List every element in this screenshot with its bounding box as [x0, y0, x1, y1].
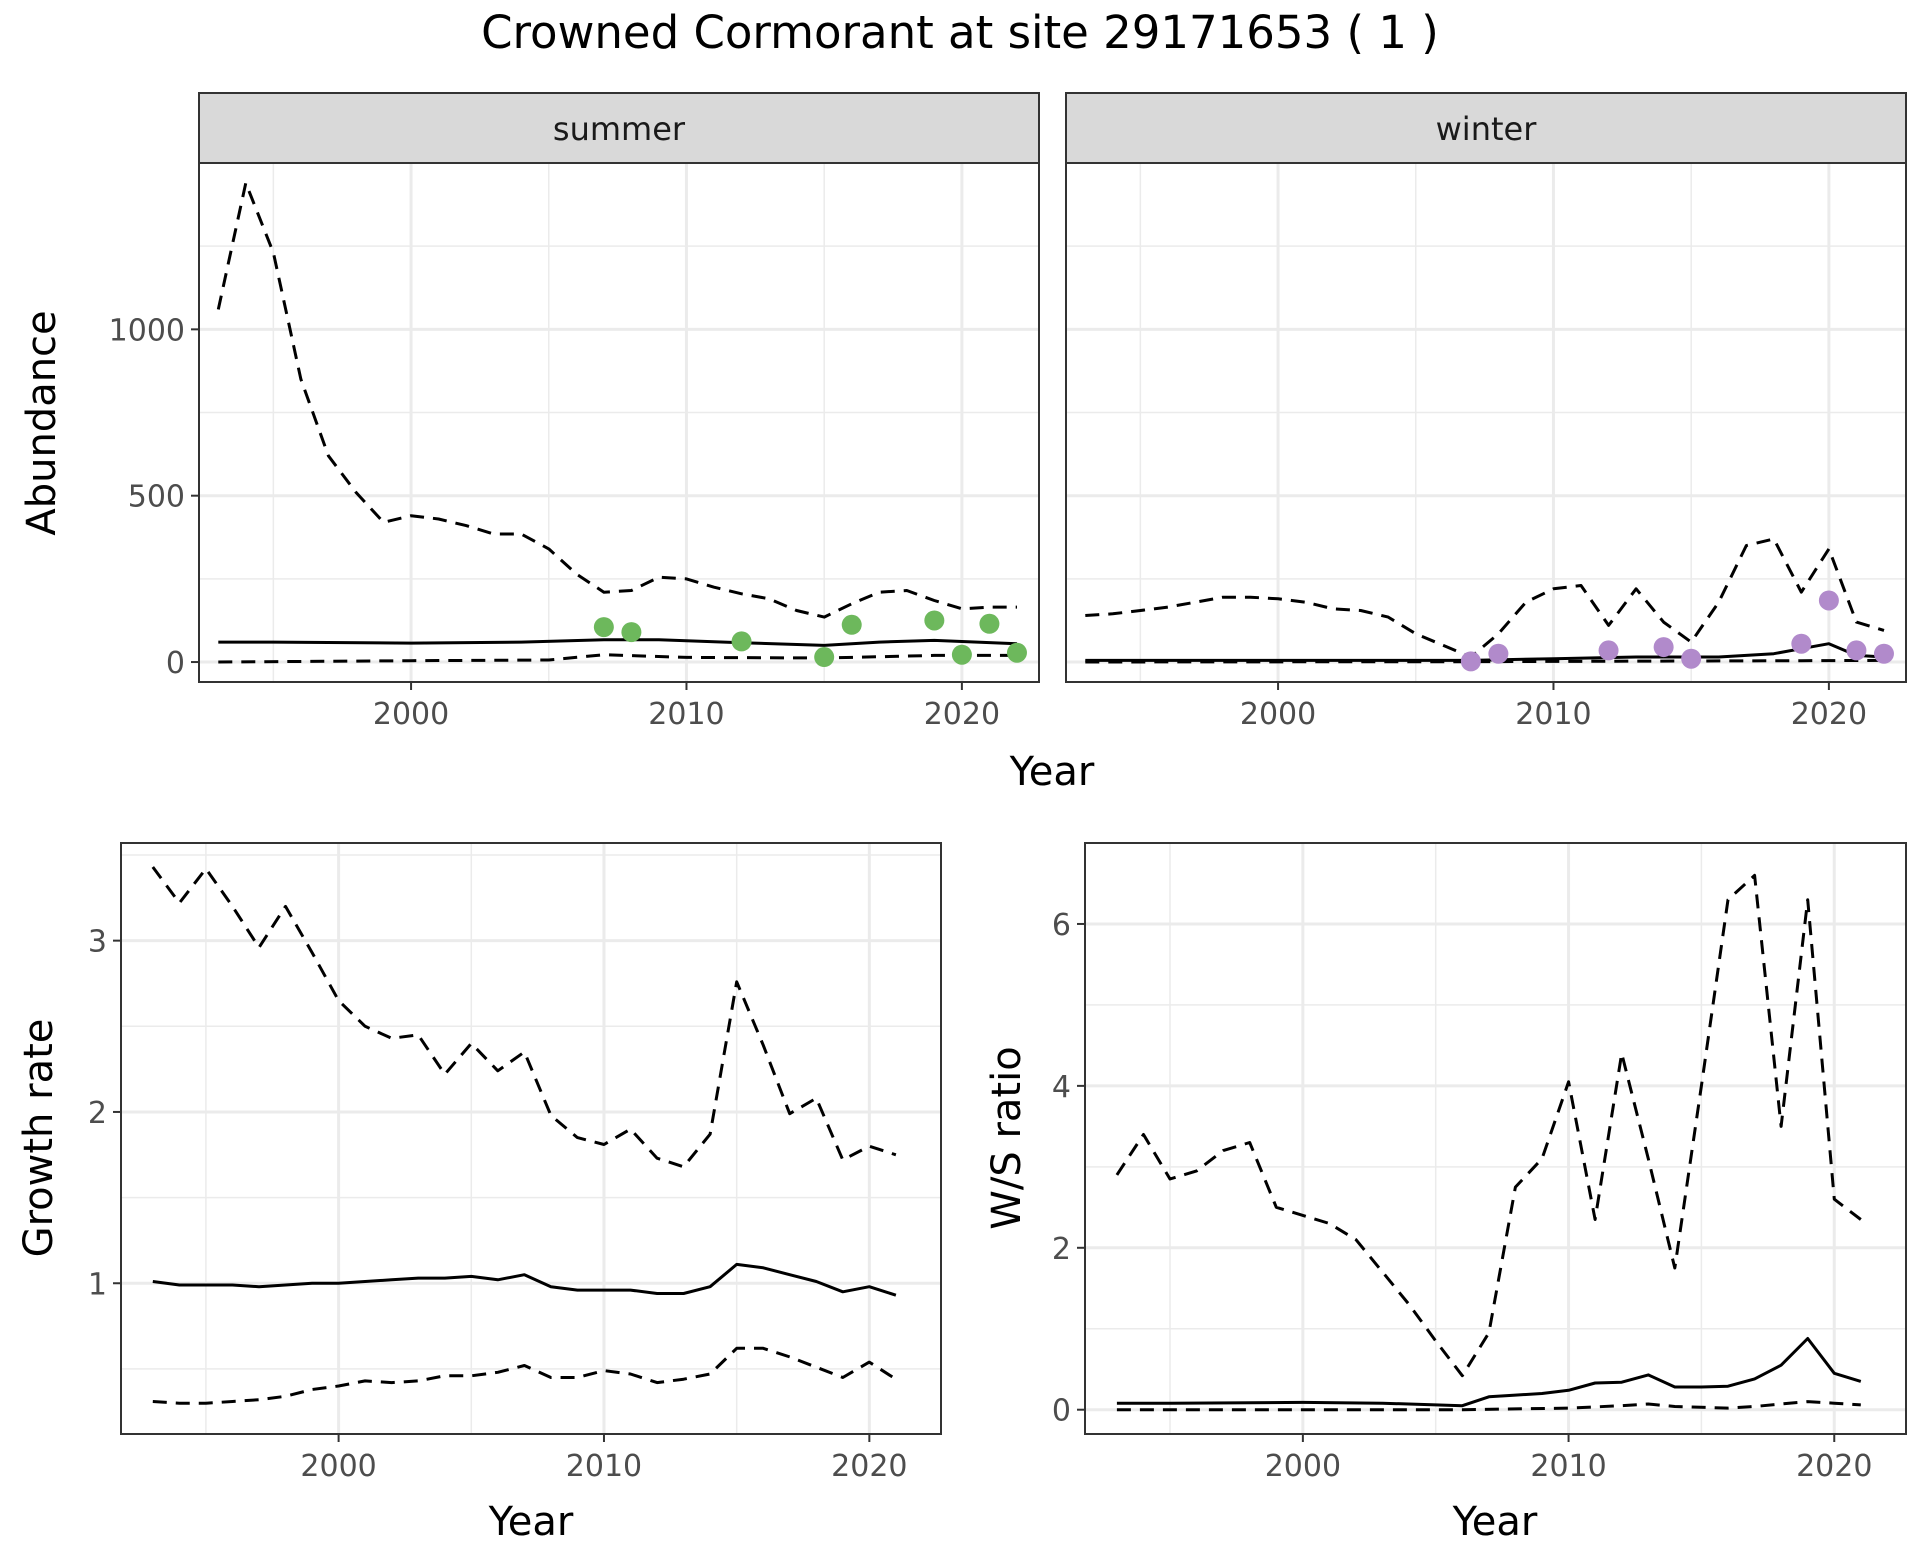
x-tick-label: 2000: [300, 1449, 376, 1484]
x-tick-label: 2020: [924, 697, 1000, 732]
observation-point: [1006, 642, 1027, 663]
observation-point: [1598, 640, 1619, 661]
observation-point: [1873, 643, 1894, 664]
summer-panel-marks: [216, 181, 1027, 668]
observation-point: [841, 614, 862, 635]
upper-bound-line: [1085, 537, 1885, 659]
x-tick-label: 2000: [1240, 697, 1316, 732]
observation-point: [1653, 637, 1674, 658]
growth-y-axis-label: Growth rate: [16, 1019, 62, 1258]
panel-background: [199, 163, 1039, 682]
y-tick-label: 2: [88, 1096, 107, 1131]
estimate-line: [152, 1262, 897, 1297]
x-tick-label: 2000: [1265, 1449, 1341, 1484]
panel-background: [1085, 843, 1906, 1434]
x-tick-label: 2000: [373, 697, 449, 732]
y-tick-label: 1000: [109, 313, 185, 348]
y-tick-label: 2: [1052, 1232, 1071, 1267]
y-tick-label: 1: [88, 1267, 107, 1302]
lower-bound-line: [1116, 1400, 1861, 1412]
top-y-axis-label: Abundance: [19, 310, 65, 535]
upper-bound-line: [151, 866, 897, 1169]
ratio-panel-marks: [1115, 873, 1862, 1412]
observation-point: [979, 613, 1000, 634]
upper-bound-line: [1115, 873, 1862, 1378]
y-tick-label: 3: [88, 925, 107, 960]
summer-panel-border: [198, 162, 1040, 683]
ratio-x-axis-label: Year: [1452, 1499, 1538, 1545]
lower-bound-line: [152, 1346, 897, 1405]
observation-point: [593, 617, 614, 638]
y-tick-label: 6: [1052, 908, 1071, 943]
summer-panel-grid: [199, 163, 1039, 682]
lower-bound-line: [218, 653, 1017, 664]
lower-bound-line: [1085, 658, 1885, 664]
observation-point: [924, 610, 945, 631]
summer-strip-label: summer: [553, 110, 686, 148]
upper-bound-line: [216, 181, 1017, 619]
growth-panel-grid: [121, 843, 941, 1434]
x-tick-label: 2010: [1515, 697, 1591, 732]
x-tick-label: 2020: [831, 1449, 907, 1484]
winter-panel-border: [1065, 162, 1907, 683]
x-tick-label: 2010: [1530, 1449, 1606, 1484]
top-x-axis-label: Year: [1009, 749, 1095, 795]
x-tick-label: 2010: [648, 697, 724, 732]
y-tick-label: 4: [1052, 1070, 1071, 1105]
observation-point: [1488, 643, 1509, 664]
ratio-panel-ticks: 2000 2010 2020 0 2 4 6: [1052, 908, 1873, 1484]
panel-background: [1066, 163, 1906, 682]
y-tick-label: 500: [128, 480, 185, 515]
observation-point: [951, 644, 972, 665]
y-tick-label: 0: [166, 646, 185, 681]
winter-strip-label: winter: [1436, 110, 1538, 148]
estimate-line: [218, 638, 1018, 647]
growth-x-axis-label: Year: [488, 1499, 574, 1545]
winter-panel-grid: [1066, 163, 1906, 682]
figure-title: Crowned Cormorant at site 29171653 ( 1 ): [481, 6, 1439, 59]
observation-point: [1460, 651, 1481, 672]
x-tick-label: 2020: [1796, 1449, 1872, 1484]
observation-point: [814, 647, 835, 668]
growth-panel-marks: [151, 866, 897, 1405]
growth-panel-ticks: 2000 2010 2020 1 2 3: [88, 925, 908, 1484]
summer-strip: [198, 92, 1040, 164]
x-tick-label: 2010: [566, 1449, 642, 1484]
observation-point: [1791, 633, 1812, 654]
ratio-panel-grid: [1085, 842, 1906, 1434]
observation-point: [1846, 640, 1867, 661]
ratio-panel-border: [1084, 842, 1907, 1435]
estimate-line: [1116, 1337, 1862, 1408]
winter-panel-ticks: 2000 2010 2020: [1240, 682, 1867, 732]
winter-panel-marks: [1085, 537, 1894, 672]
observation-point: [731, 631, 752, 652]
observation-point: [1818, 590, 1839, 611]
observation-point: [1681, 648, 1702, 669]
observation-point: [621, 622, 642, 643]
growth-panel-border: [120, 842, 942, 1435]
x-tick-label: 2020: [1791, 697, 1867, 732]
panel-background: [121, 843, 941, 1434]
summer-panel-ticks: 2000 2010 2020 0 500 1000: [109, 313, 1000, 732]
y-tick-label: 0: [1052, 1394, 1071, 1429]
ratio-y-axis-label: W/S ratio: [984, 1046, 1030, 1229]
